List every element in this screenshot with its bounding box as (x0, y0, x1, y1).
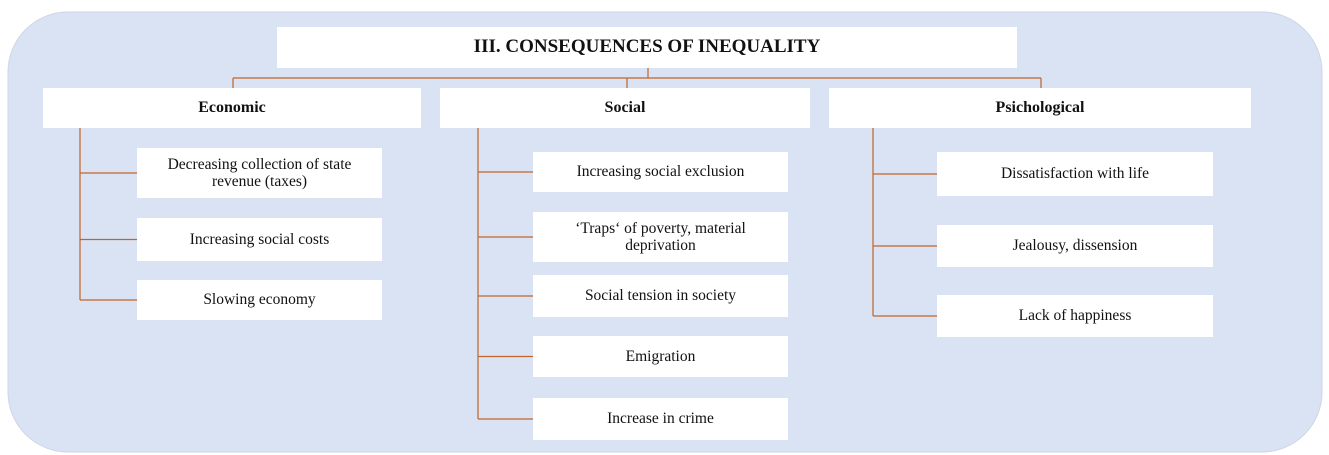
column-heading: Social (440, 88, 810, 128)
item-box: Social tension in society (533, 275, 788, 317)
item-box: Increasing social costs (137, 218, 382, 261)
item-box: Lack of happiness (937, 295, 1213, 337)
item-box: Increasing social exclusion (533, 152, 788, 192)
item-box: Decreasing collection of state revenue (… (137, 148, 382, 198)
item-box: Slowing economy (137, 280, 382, 320)
column-heading: Economic (43, 88, 421, 128)
item-box: Emigration (533, 336, 788, 377)
item-box: Increase in crime (533, 398, 788, 440)
item-box: ‘Traps‘ of poverty, material deprivation (533, 212, 788, 262)
item-box: Dissatisfaction with life (937, 152, 1213, 196)
title-box: III. CONSEQUENCES OF INEQUALITY (277, 27, 1017, 68)
item-box: Jealousy, dissension (937, 225, 1213, 267)
column-heading: Psichological (829, 88, 1251, 128)
